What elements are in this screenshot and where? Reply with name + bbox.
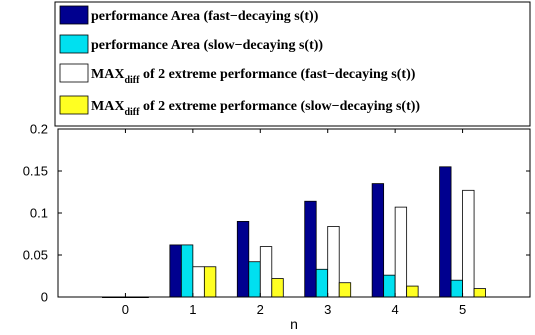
y-tick-label: 0.15 [23,164,48,179]
plot-area [58,129,530,297]
bar [394,206,408,298]
bar [304,200,317,298]
y-tick-label: 0.05 [23,248,48,263]
bar [338,282,352,298]
bar [180,244,194,298]
bar [169,244,182,298]
bar [462,189,475,298]
y-tick-label: 0.1 [30,206,48,221]
x-tick-label: 2 [257,302,264,317]
bars-group [102,166,486,299]
axes-group: 0 0.05 0.1 0.15 0.2 0 1 2 3 4 5 [23,122,531,317]
legend-box [54,1,531,127]
legend-label: MAXdiff of 2 extreme performance (fast−d… [91,67,416,86]
x-axis-label: n [290,316,298,332]
bar [473,288,486,298]
x-tick-label: 5 [459,302,466,317]
y-tick-label: 0 [41,290,48,305]
bar [371,183,385,298]
x-tick-label: 1 [189,302,196,317]
legend-swatch [59,34,89,54]
x-tick-label: 3 [324,302,331,317]
legend-swatch [59,5,89,25]
bar [248,261,261,298]
legend: performance Area (fast−decaying s(t)) pe… [54,1,531,127]
legend-swatch [59,95,89,115]
legend-label: performance Area (fast−decaying s(t)) [91,9,319,24]
y-tick-label: 0.2 [30,122,48,137]
x-tick-label: 4 [392,302,399,317]
bar [236,220,250,298]
bar [315,268,329,298]
bar [450,279,463,298]
bar [259,246,273,298]
bar [203,266,217,298]
bar [271,278,284,298]
bar [439,166,452,298]
legend-label: performance Area (slow−decaying s(t)) [91,38,323,53]
legend-label: MAXdiff of 2 extreme performance (slow−d… [91,99,420,118]
bar [192,266,205,298]
bar [383,274,396,298]
x-tick-label: 0 [122,302,129,317]
bar [327,226,340,298]
legend-swatch [59,63,89,83]
bar [406,285,419,298]
